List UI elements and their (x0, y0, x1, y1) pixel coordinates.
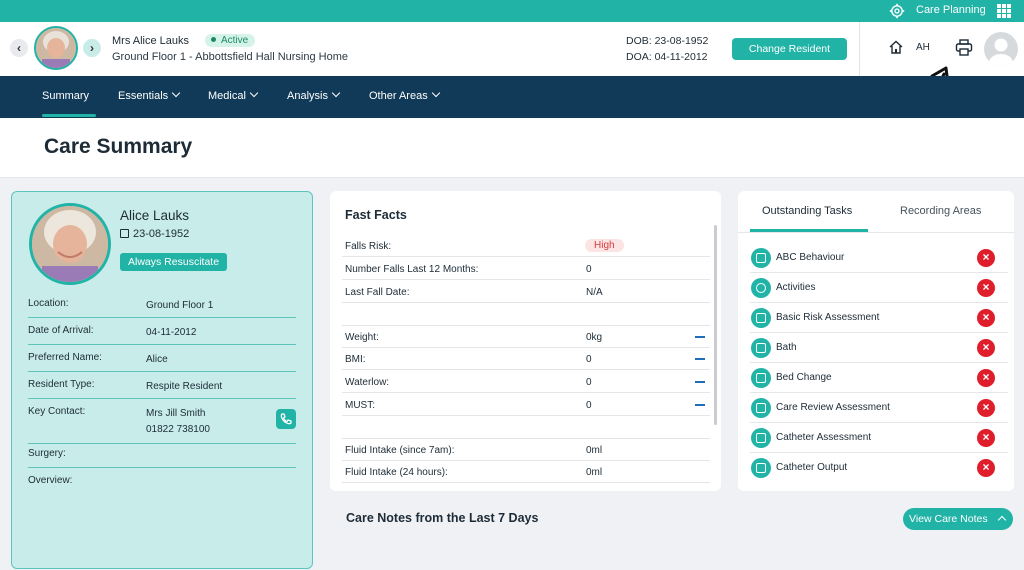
tab-outstanding-tasks[interactable]: Outstanding Tasks (762, 205, 853, 217)
print-icon[interactable] (955, 39, 973, 56)
trend-flat-icon (695, 358, 705, 360)
resident-location: Ground Floor 1 - Abbottsfield Hall Nursi… (112, 51, 348, 63)
nav-other-areas[interactable]: Other Areas (369, 88, 440, 102)
active-tab-indicator (42, 114, 96, 117)
scrollbar[interactable] (714, 225, 717, 425)
trend-flat-icon (695, 404, 705, 406)
fact-row-fluid-24h: Fluid Intake (24 hours): 0ml (342, 461, 710, 483)
fact-row-last-fall: Last Fall Date: N/A (342, 281, 710, 303)
trend-flat-icon (695, 336, 705, 338)
task-row[interactable]: Catheter Assessment × (750, 423, 1008, 453)
task-category-icon (751, 248, 771, 268)
chevron-down-icon (249, 88, 259, 98)
phone-icon (280, 413, 292, 425)
fact-row-waterlow: Waterlow: 0 (342, 371, 710, 393)
task-category-icon (751, 368, 771, 388)
tasks-card: Outstanding Tasks Recording Areas ABC Be… (738, 191, 1014, 491)
fact-row-falls-risk: Falls Risk: (342, 235, 710, 257)
fast-facts-card: Fast Facts Falls Risk: High Number Falls… (330, 191, 721, 491)
fact-row-spacer (342, 417, 710, 439)
chevron-up-icon (997, 515, 1007, 525)
trend-flat-icon (695, 381, 705, 383)
chevron-down-icon (171, 88, 181, 98)
task-category-icon (751, 428, 771, 448)
chevron-down-icon (431, 88, 440, 98)
care-planning-link[interactable]: Care Planning (916, 4, 986, 16)
fact-row-fluid-7am: Fluid Intake (since 7am): 0ml (342, 439, 710, 461)
nav-medical[interactable]: Medical (208, 88, 259, 102)
task-category-icon (751, 338, 771, 358)
user-avatar[interactable] (984, 32, 1018, 66)
close-icon[interactable]: × (977, 339, 995, 357)
top-bar: Care Planning (0, 0, 1024, 22)
task-category-icon (751, 458, 771, 478)
fact-row-weight: Weight: 0kg (342, 326, 710, 348)
close-icon[interactable]: × (977, 279, 995, 297)
view-care-notes-button[interactable]: View Care Notes (903, 508, 1013, 530)
fact-row-spacer (342, 304, 710, 326)
home-icon[interactable] (888, 39, 904, 55)
task-row[interactable]: Basic Risk Assessment × (750, 303, 1008, 333)
task-row[interactable]: Catheter Output × (750, 453, 1008, 483)
settings-gear-icon[interactable] (889, 3, 905, 19)
close-icon[interactable]: × (977, 399, 995, 417)
resident-card-name: Alice Lauks (120, 208, 190, 223)
divider (859, 22, 860, 76)
task-row[interactable]: Bed Change × (750, 363, 1008, 393)
care-notes-title: Care Notes from the Last 7 Days (346, 511, 539, 525)
date-of-birth: DOB: 23-08-1952 (626, 35, 709, 47)
date-of-arrival: DOA: 04-11-2012 (626, 51, 708, 63)
task-category-icon (751, 398, 771, 418)
falls-risk-badge: High (585, 239, 624, 252)
call-contact-button[interactable] (276, 409, 296, 429)
task-category-icon (751, 308, 771, 328)
task-category-icon (751, 278, 771, 298)
tab-recording-areas[interactable]: Recording Areas (900, 205, 982, 217)
task-row[interactable]: ABC Behaviour × (750, 243, 1008, 273)
page-title: Care Summary (44, 135, 193, 158)
close-icon[interactable]: × (977, 249, 995, 267)
resident-card-dob: 23-08-1952 (120, 228, 189, 240)
main-nav: Summary Essentials Medical Analysis Othe… (0, 76, 1024, 118)
change-resident-button[interactable]: Change Resident (732, 38, 847, 60)
fast-facts-title: Fast Facts (345, 208, 407, 222)
task-row[interactable]: Bath × (750, 333, 1008, 363)
resident-name: Mrs Alice Lauks (112, 35, 190, 47)
task-row[interactable]: Activities × (750, 273, 1008, 303)
resident-photo (34, 26, 78, 70)
chevron-down-icon (331, 88, 341, 98)
fact-row-must: MUST: 0 (342, 394, 710, 416)
calendar-icon (120, 229, 129, 238)
active-tab-indicator (750, 229, 868, 232)
nav-summary[interactable]: Summary (42, 90, 90, 102)
nav-analysis[interactable]: Analysis (287, 88, 341, 102)
fact-row-bmi: BMI: 0 (342, 348, 710, 370)
close-icon[interactable]: × (977, 429, 995, 447)
close-icon[interactable]: × (977, 369, 995, 387)
resuscitate-badge: Always Resuscitate (120, 253, 228, 271)
close-icon[interactable]: × (977, 459, 995, 477)
resident-card: Alice Lauks 23-08-1952 Always Resuscitat… (11, 191, 313, 569)
resident-photo (29, 203, 111, 285)
fact-row-falls-count: Number Falls Last 12 Months: 0 (342, 258, 710, 280)
nav-essentials[interactable]: Essentials (118, 88, 181, 102)
resident-header: ‹ › Mrs Alice Lauks Active Ground Floor … (0, 22, 1024, 76)
status-badge: Active (205, 34, 256, 47)
task-row[interactable]: Care Review Assessment × (750, 393, 1008, 423)
next-resident-button[interactable]: › (83, 39, 101, 57)
title-band: Care Summary (0, 118, 1024, 178)
user-initials[interactable]: AH (916, 42, 930, 53)
apps-grid-icon[interactable] (997, 4, 1011, 18)
previous-resident-button[interactable]: ‹ (10, 39, 28, 57)
close-icon[interactable]: × (977, 309, 995, 327)
